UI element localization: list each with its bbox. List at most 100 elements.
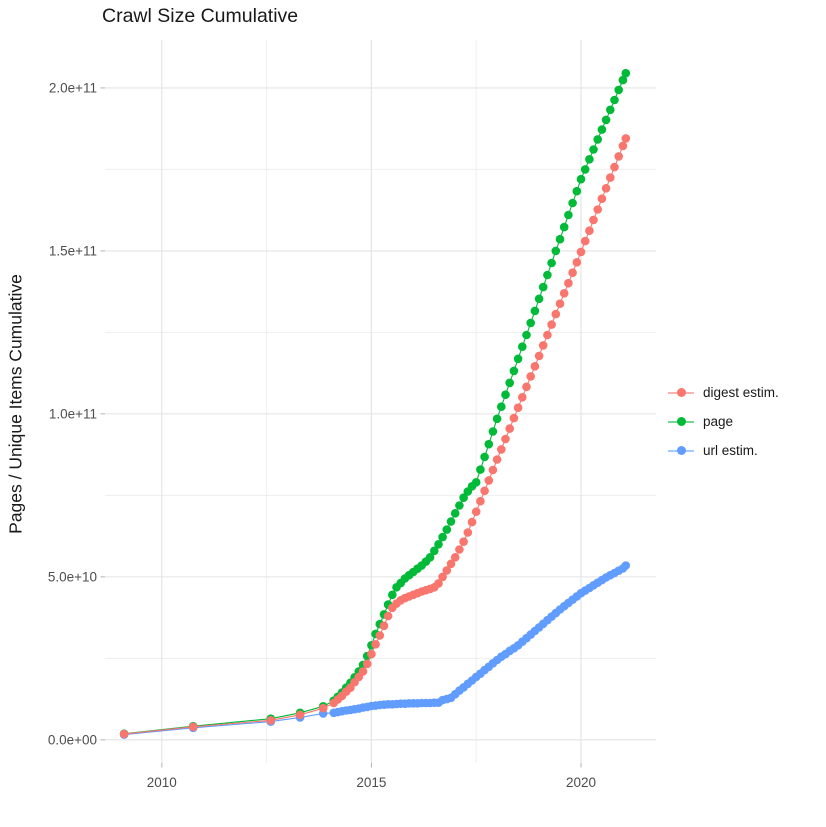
data-point-digest-estim [358, 667, 368, 676]
data-point-page [526, 318, 535, 328]
legend-key-icon [668, 388, 694, 398]
data-point-page [621, 68, 631, 78]
x-tick-label: 2020 [566, 775, 596, 790]
data-point-digest-estim [119, 729, 129, 739]
data-point-page [614, 85, 623, 95]
data-point-page [618, 75, 628, 85]
legend-key-dot [676, 446, 686, 455]
data-point-page [442, 525, 452, 534]
data-point-digest-estim [463, 528, 473, 537]
data-point-page [564, 210, 573, 220]
legend-key-icon [668, 446, 694, 456]
data-point-page [568, 198, 577, 208]
data-point-page [430, 546, 439, 556]
data-point-page [476, 465, 485, 474]
data-point-page [434, 540, 443, 549]
legend-label: page [703, 414, 734, 429]
data-point-digest-estim [593, 205, 602, 214]
data-point-page [480, 452, 489, 462]
data-point-page [572, 186, 582, 196]
data-point-page [509, 366, 519, 376]
data-point-digest-estim [266, 716, 276, 725]
legend-item-digest-estim: digest estim. [668, 378, 779, 407]
legend-key-dot [676, 417, 686, 426]
data-point-page [547, 258, 556, 268]
data-point-digest-estim [572, 258, 582, 267]
data-point-page [538, 282, 548, 292]
data-point-digest-estim [513, 403, 523, 413]
legend-item-url-estim: url estim. [668, 436, 779, 465]
chart-title: Crawl Size Cumulative [102, 5, 299, 27]
data-point-page [576, 174, 586, 184]
legend: digest estim. page url estim. [668, 378, 779, 465]
data-point-digest-estim [589, 215, 598, 225]
data-point-digest-estim [585, 226, 594, 235]
data-point-digest-estim [530, 362, 540, 371]
data-point-digest-estim [576, 247, 586, 257]
data-point-digest-estim [614, 152, 623, 161]
data-point-digest-estim [526, 372, 535, 381]
data-point-digest-estim [597, 194, 607, 203]
y-tick-label: 1.0e+11 [49, 406, 97, 421]
data-point-page [559, 222, 569, 232]
data-point-digest-estim [318, 703, 328, 713]
y-tick-label: 0.0e+00 [48, 732, 97, 747]
data-point-page [492, 414, 502, 424]
data-point-digest-estim [621, 134, 631, 143]
data-point-page [488, 427, 498, 436]
data-point-digest-estim [471, 507, 481, 516]
data-point-page [593, 135, 602, 144]
data-point-page [484, 439, 494, 449]
data-point-page [459, 493, 468, 503]
data-point-page [501, 390, 510, 400]
data-point-page [530, 306, 540, 316]
data-point-page [610, 95, 619, 105]
data-point-page [388, 590, 397, 600]
data-point-digest-estim [459, 537, 468, 546]
data-point-page [585, 155, 594, 164]
data-point-digest-estim [538, 341, 548, 350]
x-tick-label: 2015 [356, 775, 386, 790]
legend-item-page: page [668, 407, 779, 436]
data-point-page [505, 378, 514, 388]
data-point-digest-estim [446, 559, 456, 569]
data-point-digest-estim [438, 572, 447, 582]
legend-label: url estim. [703, 443, 758, 458]
data-point-page [425, 553, 435, 562]
data-point-digest-estim [606, 173, 615, 182]
data-point-digest-estim [492, 455, 502, 464]
data-point-digest-estim [295, 710, 305, 720]
data-point-page [455, 501, 464, 510]
data-point-digest-estim [367, 649, 376, 659]
data-point-digest-estim [555, 299, 565, 309]
data-point-digest-estim [362, 659, 372, 669]
data-point-digest-estim [551, 309, 561, 319]
data-point-page [471, 478, 481, 487]
data-point-digest-estim [450, 553, 460, 562]
data-point-page [534, 294, 544, 304]
data-point-page [601, 115, 611, 125]
data-point-digest-estim [484, 476, 494, 485]
data-point-digest-estim [476, 496, 485, 506]
data-point-page [446, 517, 456, 526]
data-point-digest-estim [188, 722, 198, 732]
data-point-digest-estim [559, 289, 569, 298]
data-point-digest-estim [501, 434, 510, 444]
data-point-digest-estim [488, 465, 498, 475]
legend-key-dot [676, 388, 686, 397]
data-point-digest-estim [383, 611, 393, 621]
data-point-digest-estim [497, 445, 506, 454]
data-point-digest-estim [518, 393, 527, 402]
y-tick-label: 5.0e+10 [48, 569, 97, 584]
data-point-page [606, 105, 615, 115]
data-point-digest-estim [568, 268, 577, 278]
data-point-digest-estim [455, 545, 464, 554]
data-point-digest-estim [467, 517, 477, 527]
legend-key-icon [668, 417, 694, 427]
grid-major [105, 40, 656, 763]
data-point-page [518, 342, 527, 352]
data-point-page [555, 234, 565, 244]
data-point-page [522, 330, 531, 340]
data-point-digest-estim [442, 566, 452, 575]
legend-label: digest estim. [703, 385, 779, 400]
